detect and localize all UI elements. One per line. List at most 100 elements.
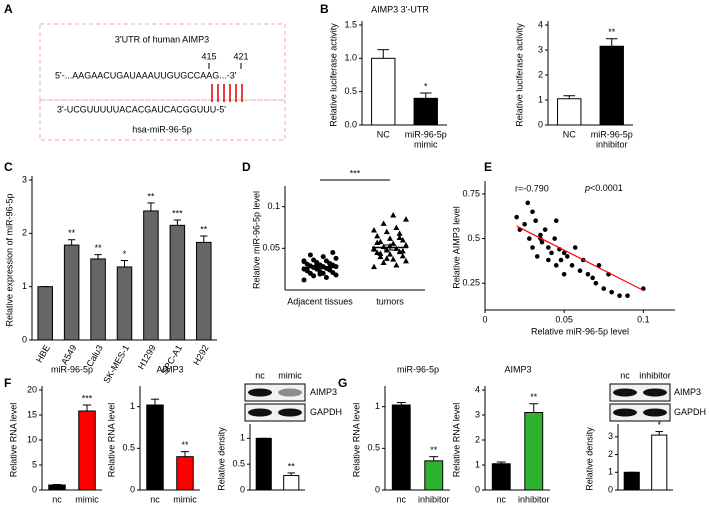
data-point [546,257,551,263]
blot-frame [244,383,306,402]
chart-title: AIMP3 3'-UTR [371,4,429,14]
data-point [301,258,307,264]
significance: ** [608,27,616,37]
data-point [377,250,384,256]
y-axis-label: Relative AIMP3 level [451,206,461,289]
band-label: AIMP3 [674,387,701,397]
significance: ** [430,445,438,455]
x-tick-label: mimic [75,494,99,504]
x-tick-label: SK-MES-1 [101,343,131,385]
fit-line [516,225,644,291]
panel-label: C [4,160,13,174]
y-tick-label: 0 [22,334,27,344]
bar [169,224,186,341]
y-tick-label: 1 [538,94,543,104]
data-point [399,247,406,254]
bar [599,45,624,126]
data-point [317,271,323,277]
chart-title: miR-96-5p [397,364,439,374]
data-point [522,221,527,227]
data-point [585,271,591,277]
x-tick-label: Adjacent tissues [287,296,353,306]
data-point [546,245,551,250]
x-tick-label: tumors [376,296,404,306]
y-tick-label: 5 [32,459,37,469]
y-tick-label: 0 [475,484,480,494]
data-point [374,239,381,245]
y-tick-label: 4 [538,19,543,29]
x-tick-label: mimic [173,494,197,504]
significance: * [123,249,127,259]
y-tick-label: 2 [608,449,613,459]
data-point [311,257,317,263]
data-point [330,250,336,255]
y-tick-label: 3 [538,44,543,54]
bar [371,57,396,126]
x-tick-label: HBE [34,343,52,364]
y-tick-label: 1 [130,401,135,411]
bar [413,97,438,126]
data-point [383,255,390,261]
y-tick-label: 1 [375,401,380,411]
x-tick-label: H1299 [136,343,158,371]
bar [424,460,444,491]
blot-frame [609,403,671,422]
data-point [538,232,543,238]
data-point [393,224,400,230]
y-axis-label: Relative luciferase activity [514,23,524,127]
x-tick-label: nc [52,494,62,504]
bar [491,463,511,491]
y-tick-label: 4 [475,384,480,394]
data-point [577,268,583,274]
y-tick-label: 0.05 [262,243,280,253]
y-tick-label: 0 [608,484,613,494]
data-point [399,237,406,243]
data-point [390,240,397,246]
blot-band [248,388,272,397]
data-point [596,263,602,268]
significance: *** [172,208,183,218]
y-tick-label: 1.0 [344,53,357,63]
data-point [590,275,595,281]
data-point [390,256,397,262]
band-label: GAPDH [310,407,342,417]
data-point [396,230,403,236]
data-point [371,263,377,270]
chart-title: miR-96-5p [51,364,93,374]
blot-band [643,408,667,417]
y-tick-label: 0.75 [462,188,480,198]
data-point [530,209,535,215]
data-point [380,220,387,226]
base-pairs [211,84,243,102]
data-point [390,212,397,218]
data-point [399,252,406,259]
data-point [377,253,384,260]
data-point [301,277,307,283]
mirna-sequence: 3'-UCGUUUUUACACGAUCACGGUUU-5' [57,104,226,114]
p-value: p<0.0001 [584,183,623,193]
y-tick-label: 1 [240,433,245,443]
y-tick-label: 0.5 [122,443,135,453]
y-tick-label: 2 [475,434,480,444]
bar [623,471,640,491]
x-tick-label: 0.05 [555,314,573,324]
panel-label: G [338,376,347,390]
data-point [403,242,409,248]
panel-label: A [4,2,13,16]
y-tick-label: 0 [240,484,245,494]
x-tick-label: nc [150,494,160,504]
y-tick-label: 0.5 [344,86,357,96]
lane-label: nc [255,370,265,380]
data-point [549,250,554,256]
bar [146,404,164,491]
y-tick-label: 0.5 [367,443,380,453]
data-point [561,271,567,277]
data-point [553,263,559,268]
significance: ** [288,461,296,471]
data-point [530,245,535,250]
x-tick-label: NC [377,129,390,139]
data-point [569,263,575,268]
data-point [396,234,403,240]
data-point [539,239,545,245]
